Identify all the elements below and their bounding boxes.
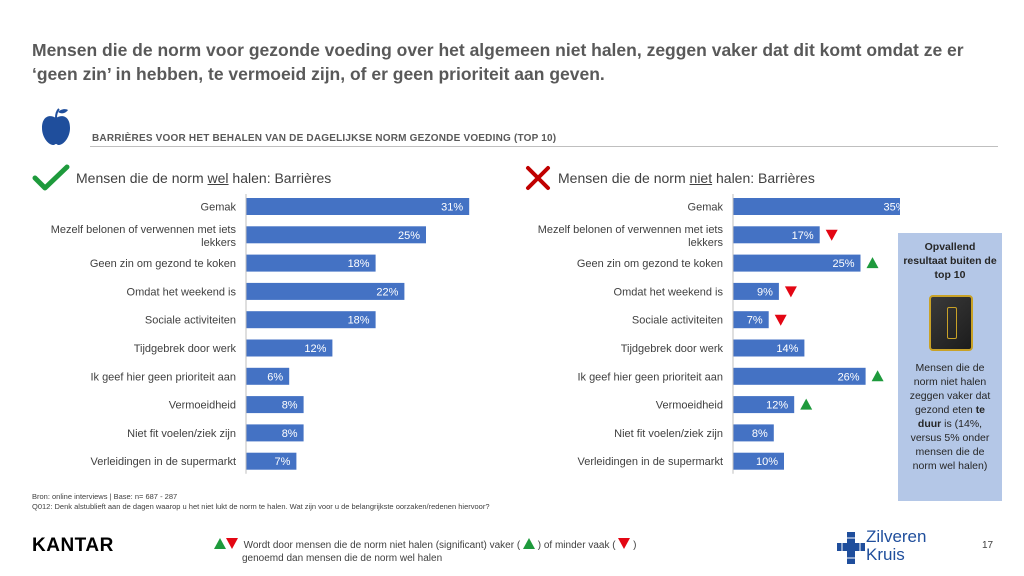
left-category-label: Verleidingen in de supermarkt	[90, 456, 236, 468]
right-value-label: 9%	[757, 286, 773, 298]
left-bar	[246, 367, 290, 385]
significance-legend: Wordt door mensen die de norm niet halen…	[214, 538, 734, 565]
left-category-label: Tijdgebrek door werk	[134, 343, 237, 355]
right-bar	[733, 339, 805, 357]
triangle-up-icon	[214, 538, 226, 549]
right-category-label: Verleidingen in de supermarkt	[577, 456, 723, 468]
callout-heading: Opvallend resultaat buiten de top 10	[903, 241, 997, 281]
left-category-label: Omdat het weekend is	[127, 286, 237, 298]
left-value-label: 25%	[398, 230, 420, 242]
left-bar	[246, 311, 376, 329]
left-bar	[246, 282, 405, 300]
right-value-label: 14%	[776, 343, 798, 355]
right-bar	[733, 282, 779, 300]
source-line-question: Q012: Denk alstublieft aan de dagen waar…	[32, 502, 490, 511]
gold-frame-icon	[929, 295, 973, 351]
section-title: BARRIÈRES VOOR HET BEHALEN VAN DE DAGELI…	[92, 133, 557, 144]
right-value-label: 8%	[752, 428, 768, 440]
chart-left: Gemak 31% Mezelf belonen of verwennen met …	[51, 194, 470, 474]
page-title: Mensen die de norm voor gezonde voeding …	[32, 40, 964, 84]
left-category-label: Geen zin om gezond te koken	[90, 258, 236, 270]
apple-icon	[42, 108, 70, 145]
cross-icon	[526, 166, 550, 190]
left-bar	[246, 198, 470, 215]
right-value-label: 25%	[832, 258, 854, 270]
left-category-label: Gemak	[201, 202, 237, 214]
right-value-label: 10%	[756, 456, 778, 468]
zilveren-kruis-logo: Zilveren Kruis	[866, 527, 927, 564]
right-category-label: Vermoeidheid	[656, 400, 723, 412]
left-bar	[246, 396, 304, 414]
cross-pattern-icon	[837, 532, 865, 564]
right-category-label: Geen zin om gezond te koken	[577, 258, 723, 270]
chart-right: Gemak 35% Mezelf belonen of verwennen met …	[538, 194, 900, 474]
right-category-label: Gemak	[688, 202, 724, 214]
left-category-label: Mezelf belonen of verwennen met iets lekk…	[51, 224, 237, 249]
triangle-down-icon	[784, 286, 797, 298]
right-bar	[733, 198, 900, 215]
right-bar	[733, 424, 774, 442]
right-panel-title: Mensen die de norm niet halen: Barrières	[558, 170, 815, 186]
left-value-label: 22%	[376, 286, 398, 298]
right-category-label: Niet fit voelen/ziek zijn	[614, 428, 723, 440]
right-category-label: Tijdgebrek door werk	[621, 343, 724, 355]
triangle-down-icon	[825, 229, 838, 241]
triangle-up-icon	[866, 257, 879, 269]
right-category-label: Mezelf belonen of verwennen met iets lekk…	[538, 224, 724, 249]
right-bar	[733, 452, 784, 470]
right-bar	[733, 311, 769, 329]
right-bar	[733, 226, 820, 244]
right-bar	[733, 254, 861, 272]
callout-box: Opvallend resultaat buiten de top 10 Men…	[898, 233, 1002, 501]
left-panel-title: Mensen die de norm wel halen: Barrières	[76, 170, 332, 186]
right-value-label: 7%	[747, 315, 763, 327]
left-bar	[246, 226, 426, 244]
triangle-down-icon	[774, 314, 787, 326]
kantar-logo: KANTAR	[32, 535, 114, 556]
left-value-label: 31%	[441, 202, 463, 214]
triangle-up-icon	[871, 370, 884, 382]
right-value-label: 35%	[883, 202, 900, 214]
left-category-label: Niet fit voelen/ziek zijn	[127, 428, 236, 440]
page-number: 17	[982, 540, 994, 551]
section-divider	[90, 146, 998, 147]
left-category-label: Sociale activiteiten	[145, 315, 236, 327]
left-bar	[246, 452, 297, 470]
source-note: Bron: online interviews | Base: n= 687 -…	[32, 492, 490, 512]
right-value-label: 17%	[792, 230, 814, 242]
right-value-label: 12%	[766, 400, 788, 412]
right-bar	[733, 396, 795, 414]
left-value-label: 18%	[348, 258, 370, 270]
triangle-up-icon	[522, 538, 535, 549]
left-value-label: 8%	[282, 400, 298, 412]
left-value-label: 18%	[348, 315, 370, 327]
callout-body: Mensen die de norm niet halen zeggen vak…	[909, 362, 991, 472]
right-category-label: Ik geef hier geen prioriteit aan	[577, 371, 723, 383]
left-category-label: Vermoeidheid	[169, 400, 236, 412]
right-bar	[733, 367, 866, 385]
triangle-up-icon	[800, 398, 813, 410]
source-line-base: Bron: online interviews | Base: n= 687 -…	[32, 492, 178, 501]
left-bar	[246, 424, 304, 442]
left-value-label: 8%	[282, 428, 298, 440]
right-category-label: Sociale activiteiten	[632, 315, 723, 327]
left-category-label: Ik geef hier geen prioriteit aan	[90, 371, 236, 383]
right-category-label: Omdat het weekend is	[614, 286, 724, 298]
left-value-label: 6%	[267, 371, 283, 383]
right-value-label: 26%	[838, 371, 860, 383]
left-bar	[246, 339, 333, 357]
left-bar	[246, 254, 376, 272]
triangle-down-icon	[226, 538, 238, 549]
left-value-label: 12%	[304, 343, 326, 355]
checkmark-icon	[32, 164, 70, 191]
triangle-down-icon	[618, 538, 631, 549]
left-value-label: 7%	[274, 456, 290, 468]
